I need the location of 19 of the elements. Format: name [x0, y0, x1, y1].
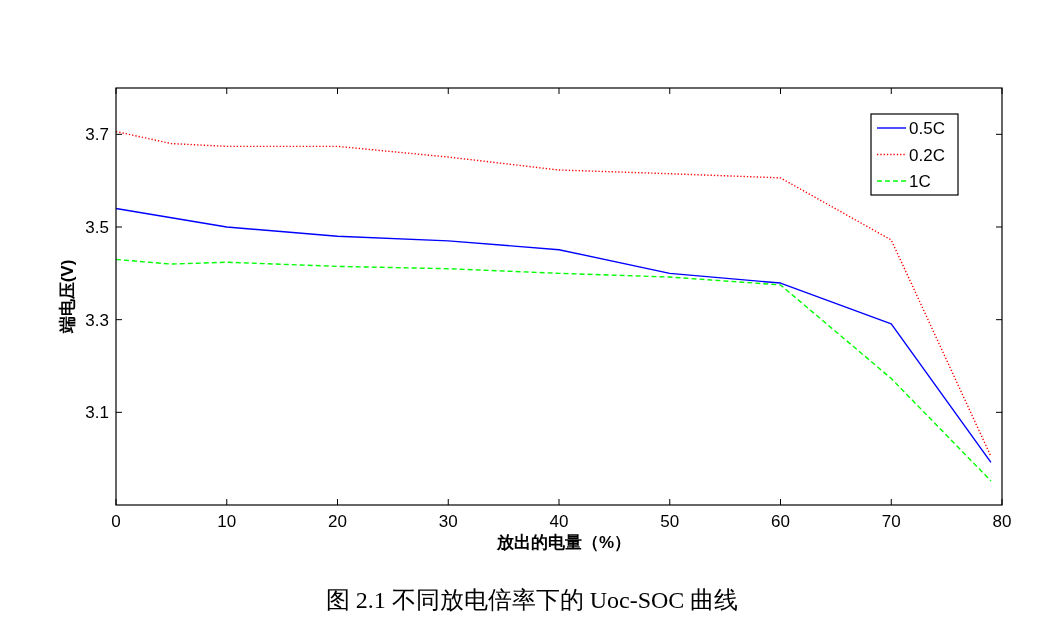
y-tick-label: 3.7 — [85, 125, 109, 145]
x-tick-label: 80 — [992, 512, 1012, 531]
x-tick-label: 30 — [438, 512, 458, 531]
x-tick-label: 70 — [881, 512, 901, 531]
x-tick-label: 40 — [549, 512, 569, 531]
y-tick-label: 3.3 — [85, 310, 109, 330]
legend-label: 1C — [909, 172, 931, 191]
x-tick-label: 0 — [111, 512, 121, 531]
y-axis-title: 端电压(V) — [58, 259, 77, 334]
y-tick-label: 3.5 — [85, 218, 109, 237]
legend-label: 0.2C — [909, 145, 945, 165]
caption: 图 2.1 不同放电倍率下的 Uoc-SOC 曲线 — [325, 587, 739, 613]
x-axis-title: 放出的电量（%） — [496, 533, 632, 552]
legend-label: 0.5C — [909, 119, 945, 138]
x-tick-label: 50 — [660, 512, 680, 531]
y-tick-label: 3.1 — [85, 403, 109, 423]
x-tick-label: 60 — [771, 512, 790, 531]
x-tick-label: 10 — [217, 512, 237, 531]
x-tick-label: 20 — [328, 512, 347, 531]
